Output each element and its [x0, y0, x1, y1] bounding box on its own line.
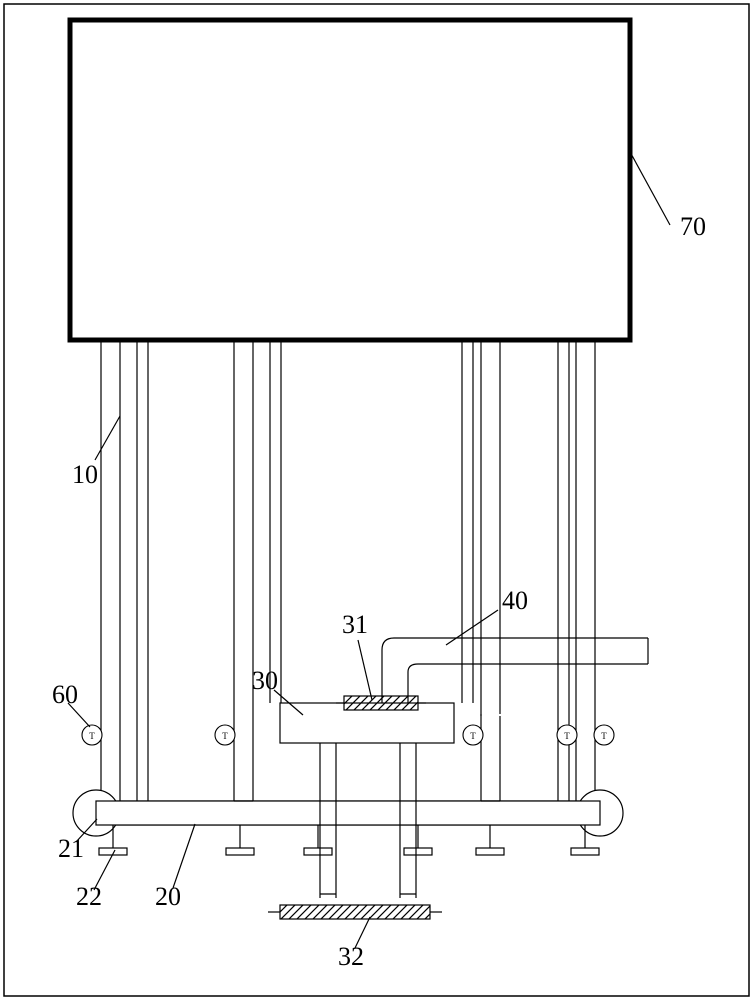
outlet-pipe-40 [382, 638, 648, 703]
callout-lines [68, 150, 670, 948]
svg-text:T: T [564, 731, 570, 741]
label-31: 31 [342, 610, 368, 640]
label-32: 32 [338, 942, 364, 972]
tank-70 [70, 20, 630, 340]
technical-diagram: T T T T T [0, 0, 753, 1000]
svg-text:T: T [222, 731, 228, 741]
plate-32 [268, 905, 442, 919]
svg-text:T: T [89, 731, 95, 741]
plate-31 [336, 696, 426, 710]
feet-22 [99, 825, 599, 855]
label-30: 30 [252, 666, 278, 696]
label-40: 40 [502, 586, 528, 616]
label-20: 20 [155, 882, 181, 912]
label-21: 21 [58, 834, 84, 864]
page-frame [4, 4, 749, 996]
label-10: 10 [72, 460, 98, 490]
label-70: 70 [680, 212, 706, 242]
svg-text:T: T [601, 731, 607, 741]
svg-text:T: T [470, 731, 476, 741]
label-22: 22 [76, 882, 102, 912]
label-60: 60 [52, 680, 78, 710]
